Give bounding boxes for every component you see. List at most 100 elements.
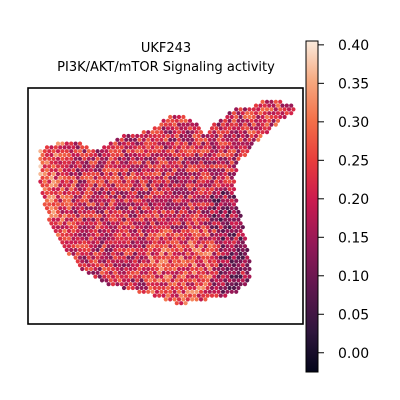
spot — [240, 247, 245, 253]
spot — [137, 274, 142, 279]
spot — [220, 266, 226, 272]
spot — [209, 263, 215, 268]
spot — [146, 289, 151, 294]
spot — [227, 209, 232, 215]
spot — [126, 209, 131, 215]
spot — [227, 232, 232, 237]
spot — [99, 149, 105, 154]
spot — [157, 247, 162, 253]
spot — [161, 232, 166, 237]
spot — [176, 259, 182, 264]
spot — [121, 240, 127, 245]
spot — [75, 244, 80, 249]
spot — [152, 278, 157, 283]
spot — [196, 240, 201, 245]
spot — [75, 145, 80, 150]
spot — [196, 126, 201, 131]
spot — [181, 228, 186, 234]
spot — [176, 190, 182, 196]
spot — [121, 171, 127, 177]
spot — [108, 225, 113, 230]
spot — [181, 244, 186, 249]
spot — [150, 282, 155, 287]
spot — [93, 244, 98, 249]
spot — [157, 141, 162, 146]
spot — [135, 133, 140, 139]
spot — [95, 202, 100, 207]
spot — [190, 213, 195, 218]
spot — [190, 236, 195, 241]
spot — [231, 171, 237, 177]
spot — [154, 228, 160, 234]
spot — [86, 179, 91, 184]
spot — [203, 190, 208, 196]
spot — [187, 285, 193, 291]
spot — [165, 270, 171, 275]
spot — [99, 194, 105, 199]
spot — [201, 187, 206, 192]
spot — [132, 152, 138, 158]
spot — [150, 213, 155, 218]
spot — [88, 213, 94, 218]
spot — [110, 221, 116, 226]
spot — [73, 171, 78, 177]
spot — [216, 251, 221, 256]
spot — [132, 274, 138, 279]
spot — [40, 152, 45, 158]
spot — [212, 251, 217, 256]
spot — [165, 179, 171, 184]
spot — [95, 164, 100, 169]
spot — [196, 278, 201, 283]
spot — [99, 179, 105, 184]
spot — [174, 187, 179, 192]
spot — [154, 168, 160, 173]
spot — [71, 206, 76, 211]
spot — [231, 141, 237, 146]
spot — [161, 255, 166, 260]
spot — [154, 206, 160, 211]
spot — [135, 278, 140, 283]
spot — [273, 114, 278, 120]
spot — [49, 145, 54, 150]
spot — [55, 156, 61, 161]
spot — [187, 149, 193, 154]
spot — [148, 278, 153, 283]
spot — [174, 232, 179, 237]
spot — [225, 282, 230, 287]
spot — [150, 198, 155, 203]
spot — [139, 225, 144, 230]
chart-title-line-1: UKF243 — [141, 41, 191, 56]
spot — [181, 114, 186, 120]
spot — [73, 179, 78, 184]
spot — [42, 156, 47, 161]
spot — [223, 255, 228, 260]
spot — [146, 228, 151, 234]
spot — [238, 259, 243, 264]
spot — [179, 202, 184, 207]
spot — [174, 225, 179, 230]
spot — [242, 145, 248, 150]
spot — [150, 145, 155, 150]
spot — [66, 183, 72, 188]
spot — [187, 126, 193, 131]
spot — [115, 274, 120, 279]
spot — [161, 126, 166, 131]
spot — [132, 259, 138, 264]
spot — [234, 152, 239, 158]
spot — [229, 274, 234, 279]
spot — [229, 152, 234, 158]
spot — [227, 164, 232, 169]
spot — [207, 251, 212, 256]
spot — [203, 145, 208, 150]
spot — [187, 263, 193, 268]
spot — [91, 232, 96, 237]
spot — [181, 236, 186, 241]
spot — [192, 263, 197, 268]
spot — [71, 168, 76, 173]
spot — [165, 225, 171, 230]
spot — [84, 244, 89, 249]
spot — [168, 206, 173, 211]
spot — [225, 168, 230, 173]
spot — [121, 270, 127, 275]
spot — [119, 160, 124, 165]
